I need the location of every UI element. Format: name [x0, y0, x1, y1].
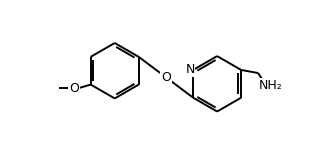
Text: O: O	[69, 82, 79, 95]
Text: N: N	[185, 63, 195, 76]
Text: O: O	[161, 71, 171, 84]
Text: —: —	[50, 84, 61, 94]
Text: NH₂: NH₂	[259, 79, 282, 92]
